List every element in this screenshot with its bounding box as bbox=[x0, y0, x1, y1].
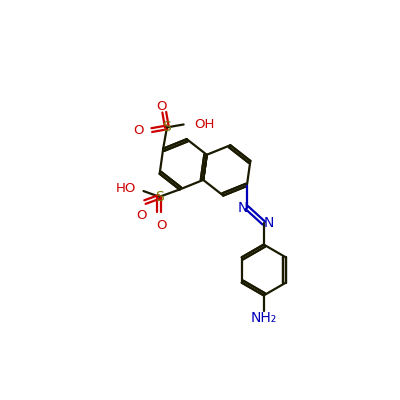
Text: O: O bbox=[136, 209, 146, 222]
Text: HO: HO bbox=[116, 182, 136, 195]
Text: O: O bbox=[134, 124, 144, 136]
Text: O: O bbox=[156, 219, 167, 232]
Text: NH₂: NH₂ bbox=[251, 312, 277, 326]
Text: N: N bbox=[238, 201, 248, 215]
Text: OH: OH bbox=[194, 118, 215, 131]
Text: S: S bbox=[155, 190, 164, 204]
Text: S: S bbox=[162, 120, 171, 134]
Text: N: N bbox=[264, 216, 274, 230]
Text: O: O bbox=[157, 100, 167, 112]
